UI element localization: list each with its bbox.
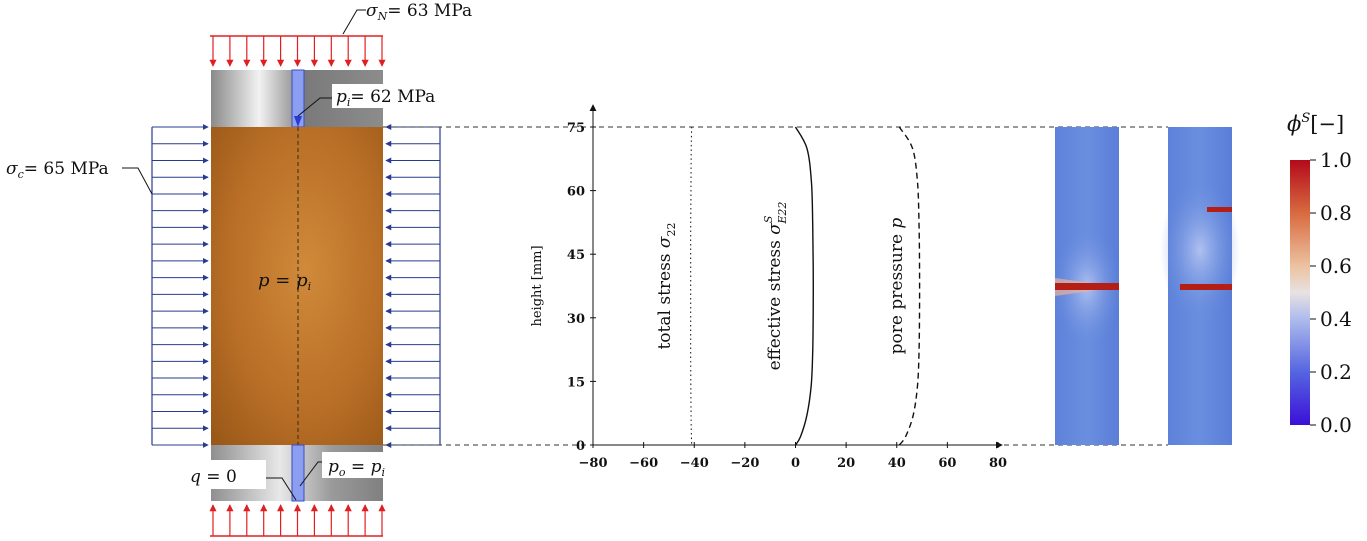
colorbar-tick-label: 0.0 (1320, 413, 1352, 437)
q-leader (266, 477, 297, 501)
specimen-schematic: σN= 63 MPa pi= 62 MPa σc= 65 MPa p = pi … (6, 1, 472, 537)
right-confining-arrows (385, 124, 440, 448)
y-tick-label: 15 (567, 375, 585, 390)
p-i-leader (297, 97, 332, 117)
inlet-arrowhead (294, 116, 302, 127)
crack-halo-2 (1160, 180, 1240, 320)
pore-pressure-equation: p = pi (258, 270, 311, 293)
y-tick-label: 0 (576, 439, 585, 454)
top-axial-load-arrows (209, 36, 386, 67)
phase-field-panel-1 (1053, 127, 1121, 445)
y-tick-label: 30 (567, 312, 585, 327)
colorbar-tick-label: 1.0 (1320, 148, 1352, 172)
q-label: q = 0 (190, 467, 237, 487)
sigma-n-label: σN= 63 MPa (366, 1, 472, 23)
y-tick-label: 45 (567, 248, 585, 263)
x-tick-label: 0 (791, 456, 800, 471)
series-line-1 (690, 126, 693, 446)
sigma-c-label: σc= 65 MPa (6, 159, 109, 181)
x-tick-label: −80 (579, 456, 608, 471)
x-tick-label: 40 (888, 456, 906, 471)
y-tick-label: 60 (567, 185, 585, 200)
q-label-bg (184, 460, 266, 489)
colorbar-tick-label: 0.8 (1320, 201, 1352, 225)
p-i-label: pi= 62 MPa (336, 87, 435, 109)
sigma-n-leader (342, 9, 366, 35)
p-o-label: po = pi (328, 457, 385, 479)
series-line-2 (794, 126, 814, 446)
chart-axes: −80 −60 −40 −20 0 20 40 60 80 0 15 30 45 60 75 (567, 104, 1007, 471)
x-tick-label: −20 (730, 456, 759, 471)
chart-series-labels: total stress σ22 effective stress σSE22 po… (655, 202, 907, 371)
left-confining-arrows (152, 124, 209, 448)
y-tick-label: 75 (567, 121, 585, 136)
bottom-outlet-channel (291, 444, 305, 502)
colorbar-title: ϕS[−] (1287, 111, 1344, 136)
p-o-label-bg (322, 452, 414, 478)
x-tick-label: 60 (938, 456, 956, 471)
x-tick-label: 20 (837, 456, 855, 471)
y-axis-label: height [mm] (530, 245, 545, 326)
crack-2a (1207, 207, 1232, 212)
sigma-c-leader (122, 167, 153, 195)
rock-specimen (211, 127, 383, 445)
x-tick-label: −60 (629, 456, 658, 471)
series-label-1: total stress σ22 (655, 222, 678, 349)
colorbar-gradient (1290, 160, 1310, 425)
stress-profile-chart: −80 −60 −40 −20 0 20 40 60 80 0 15 30 45 60 75 total s… (530, 104, 1007, 471)
p-i-label-bg (332, 84, 457, 108)
colorbar-tick-label: 0.6 (1320, 254, 1352, 278)
crack-1 (1055, 283, 1119, 290)
series-line-3 (898, 126, 921, 446)
series-label-2: effective stress σSE22 (762, 202, 789, 371)
colorbar-ticks: 1.0 0.8 0.6 0.4 0.2 0.0 (1310, 148, 1352, 437)
x-tick-label: 80 (989, 456, 1007, 471)
chart-series (690, 126, 921, 446)
colorbar: ϕS[−] 1.0 0.8 0.6 0.4 0.2 0.0 (1287, 111, 1352, 437)
phase-field-panel-2 (1160, 127, 1240, 445)
bottom-axial-load-arrows (209, 504, 386, 536)
series-label-3: pore pressure p (887, 218, 907, 355)
colorbar-tick-label: 0.4 (1320, 307, 1352, 331)
crack-2b (1180, 284, 1232, 290)
x-tick-label: −40 (680, 456, 709, 471)
colorbar-tick-label: 0.2 (1320, 360, 1352, 384)
